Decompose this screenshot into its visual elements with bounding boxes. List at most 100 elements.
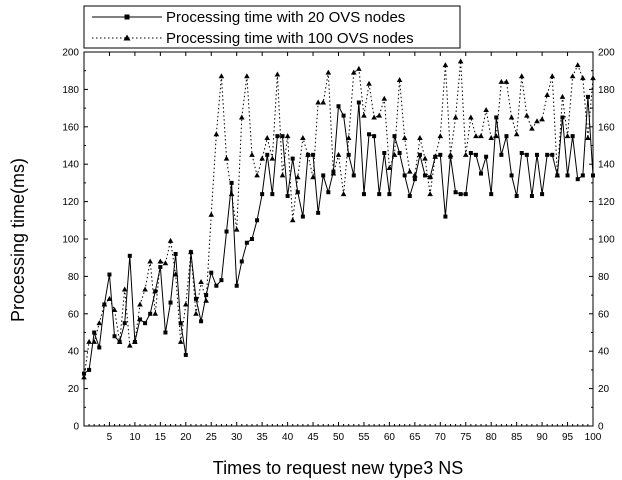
data-point-square (473, 152, 478, 157)
data-point-triangle (310, 174, 316, 180)
data-point-triangle (381, 95, 388, 101)
data-point-square (377, 192, 382, 197)
data-point-square (519, 150, 524, 155)
x-tick-label: 70 (435, 432, 447, 443)
data-point-square (209, 270, 214, 275)
data-point-square (224, 229, 229, 234)
data-point-triangle (549, 73, 556, 79)
data-point-triangle (513, 131, 520, 137)
data-point-triangle (518, 73, 525, 79)
data-point-triangle (218, 73, 225, 79)
x-tick-label: 25 (206, 432, 218, 443)
x-axis-title: Times to request new type3 NS (213, 458, 463, 478)
data-point-square (392, 134, 397, 139)
ticks-layer: 5 10 15 20 25 30 35 40 45 50 55 60 65 70 75 80 85 90 95 100… (62, 48, 615, 444)
data-point-square (479, 171, 484, 176)
data-point-triangle (249, 151, 255, 157)
data-point-square (504, 134, 509, 139)
data-point-square (560, 115, 565, 120)
data-point-triangle (203, 297, 209, 303)
data-point-triangle (335, 151, 342, 157)
data-point-square (148, 311, 153, 316)
data-point-square (87, 367, 92, 372)
data-point-triangle (406, 168, 413, 174)
legend-marker-square (124, 14, 130, 20)
data-point-square (158, 265, 163, 270)
data-point-triangle (289, 217, 296, 223)
data-point-square (438, 152, 443, 157)
data-point-triangle (127, 342, 133, 348)
data-point-triangle (462, 151, 469, 157)
x-tick-label: 95 (562, 432, 574, 443)
x-tick-label: 50 (333, 432, 345, 443)
data-point-square (423, 173, 428, 178)
data-point-square (137, 317, 142, 322)
data-point-triangle (208, 211, 215, 217)
data-point-triangle (371, 114, 377, 120)
data-point-triangle (539, 116, 545, 122)
data-point-triangle (157, 258, 164, 264)
x-tick-label: 80 (486, 432, 498, 443)
y-tick-label-right: 100 (598, 235, 615, 246)
data-point-square (290, 156, 295, 161)
x-tick-label: 20 (180, 432, 192, 443)
data-point-square (412, 177, 417, 182)
data-point-triangle (284, 133, 291, 139)
data-point-square (453, 190, 458, 195)
data-point-triangle (167, 237, 174, 243)
data-point-triangle (294, 174, 301, 180)
data-point-square (361, 192, 366, 197)
data-point-triangle (401, 135, 408, 141)
x-tick-label: 60 (384, 432, 396, 443)
data-point-triangle (228, 191, 235, 197)
y-tick-label-right: 160 (598, 122, 615, 133)
data-point-square (463, 192, 468, 197)
data-point-triangle (544, 92, 550, 98)
data-point-square (300, 214, 305, 219)
data-point-triangle (269, 155, 276, 161)
data-point-triangle (498, 78, 505, 84)
data-point-triangle (152, 310, 159, 316)
data-point-square (244, 240, 249, 245)
series-0 (82, 94, 595, 376)
data-point-triangle (534, 118, 540, 124)
data-point-triangle (478, 133, 484, 139)
series-line-0 (83, 96, 594, 375)
data-point-square (514, 193, 519, 198)
data-point-triangle (238, 114, 245, 120)
data-point-triangle (223, 155, 230, 161)
x-tick-label: 35 (257, 432, 269, 443)
x-tick-label: 5 (107, 432, 113, 443)
data-point-square (112, 334, 117, 339)
data-point-triangle (473, 133, 479, 139)
y-tick-label: 20 (68, 384, 80, 395)
data-point-triangle (86, 338, 92, 344)
data-point-triangle (320, 99, 327, 105)
data-point-square (591, 173, 595, 178)
data-point-square (219, 278, 224, 283)
data-point-triangle (172, 271, 179, 277)
data-point-triangle (244, 73, 250, 79)
data-point-square (535, 152, 540, 157)
data-point-square (234, 283, 239, 288)
data-point-square (280, 134, 285, 139)
data-point-triangle (305, 151, 311, 157)
data-point-square (168, 300, 173, 305)
data-point-triangle (590, 75, 596, 81)
y-tick-label-right: 0 (598, 422, 604, 433)
data-point-triangle (213, 131, 220, 137)
data-point-triangle (116, 338, 123, 344)
y-tick-label-right: 80 (598, 272, 610, 283)
y-tick-label: 40 (68, 347, 80, 358)
data-point-square (372, 134, 377, 139)
data-point-triangle (264, 135, 271, 141)
data-point-square (484, 154, 489, 159)
data-point-square (529, 193, 534, 198)
data-point-square (193, 296, 198, 301)
data-point-square (122, 321, 127, 326)
data-point-triangle (350, 69, 357, 75)
data-point-square (183, 352, 188, 357)
data-point-triangle (432, 153, 439, 159)
data-point-square (397, 150, 402, 155)
x-tick-label: 55 (358, 432, 370, 443)
